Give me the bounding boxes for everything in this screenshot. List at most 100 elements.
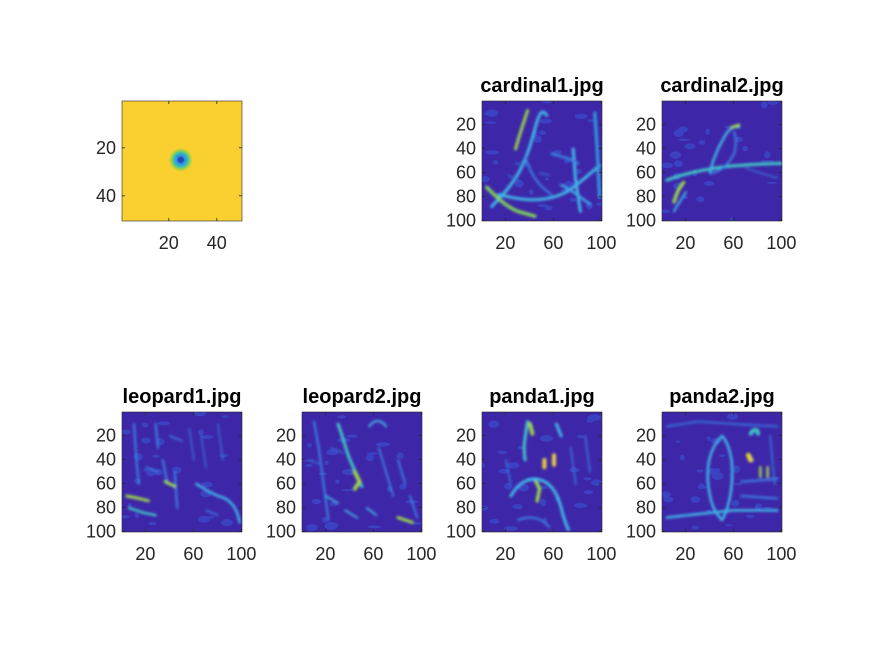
x-tick-label: 60 — [723, 544, 743, 564]
texture-blob — [675, 440, 681, 443]
x-tick-label: 60 — [363, 544, 383, 564]
y-tick-label: 60 — [636, 162, 656, 182]
texture — [122, 412, 233, 527]
y-tick-label: 60 — [96, 473, 116, 493]
texture-blob — [306, 524, 318, 531]
y-tick-label: 40 — [636, 449, 656, 469]
texture-blob — [157, 421, 170, 426]
texture-blob — [399, 483, 407, 490]
texture-blob — [731, 500, 740, 507]
edge-stroke — [368, 420, 388, 428]
y-tick-label: 100 — [86, 521, 116, 541]
subplot-title: panda2.jpg — [669, 386, 775, 408]
texture-blob — [726, 413, 739, 420]
edge-stroke — [542, 453, 557, 470]
y-tick-label: 100 — [626, 210, 656, 230]
texture-blob — [705, 128, 710, 135]
x-tick-label: 100 — [406, 544, 436, 564]
texture-blob — [528, 189, 534, 195]
edge-stroke — [730, 123, 741, 129]
edge-stroke — [154, 422, 179, 510]
x-tick-label: 60 — [543, 233, 563, 253]
edge-stroke — [127, 506, 157, 517]
texture-blob — [221, 519, 233, 527]
kernel-center — [177, 156, 184, 163]
texture-blob — [192, 412, 207, 417]
x-tick-label: 20 — [159, 233, 179, 253]
y-tick-label: 100 — [626, 521, 656, 541]
texture-blob — [587, 119, 595, 123]
edge-stroke — [759, 465, 769, 479]
texture-blob — [706, 436, 711, 441]
x-tick-label: 100 — [766, 544, 796, 564]
texture-blob — [696, 469, 704, 473]
edge-stroke — [188, 423, 224, 468]
edge-stroke — [507, 162, 550, 181]
texture-blob — [742, 146, 749, 152]
edge-stroke — [769, 435, 776, 485]
subplot-title: leopard2.jpg — [303, 386, 422, 408]
texture-blob — [732, 465, 741, 473]
image-area — [662, 412, 782, 532]
edge-stroke — [748, 428, 761, 436]
texture-blob — [305, 464, 313, 468]
edge-stroke — [745, 452, 754, 463]
subplot-title: cardinal1.jpg — [480, 75, 603, 97]
texture-blob — [324, 460, 329, 466]
texture-blob — [541, 101, 553, 104]
texture-blob — [735, 136, 743, 143]
y-tick-label: 80 — [456, 186, 476, 206]
y-tick-label: 100 — [446, 210, 476, 230]
texture-blob — [482, 505, 489, 511]
texture-blob — [172, 466, 182, 474]
texture-blob — [122, 429, 132, 435]
edge-stroke — [706, 434, 734, 522]
y-tick-label: 20 — [456, 114, 476, 134]
texture-blob — [483, 112, 497, 116]
image-area — [122, 412, 242, 532]
y-tick-label: 40 — [636, 138, 656, 158]
texture — [482, 414, 602, 532]
x-tick-label: 60 — [723, 233, 743, 253]
texture-blob — [497, 450, 507, 455]
x-tick-label: 20 — [675, 233, 695, 253]
texture-blob — [488, 420, 500, 428]
texture-blob — [591, 479, 602, 486]
edge-stroke — [145, 435, 219, 516]
edge-stroke — [396, 516, 414, 524]
texture-blob — [533, 135, 542, 143]
texture-blob — [514, 179, 524, 188]
y-tick-label: 20 — [96, 138, 116, 158]
edge-stroke — [312, 420, 330, 522]
edge-stroke — [505, 435, 591, 485]
texture-blob — [725, 524, 733, 527]
texture-blob — [506, 462, 520, 469]
x-tick-label: 100 — [586, 233, 616, 253]
y-tick-label: 40 — [276, 449, 296, 469]
subplot-title: panda1.jpg — [489, 386, 595, 408]
edge-stroke — [132, 422, 140, 486]
edge-stroke — [745, 167, 778, 179]
edge-stroke — [550, 152, 580, 165]
y-tick-label: 80 — [96, 497, 116, 517]
y-tick-label: 80 — [636, 497, 656, 517]
axes-box — [301, 411, 423, 533]
edge-stroke — [497, 164, 602, 202]
edge-stroke — [672, 180, 686, 204]
subplot-7: 20 60 100 20 40 60 80 100 panda2.jpg — [626, 386, 796, 564]
edge-stroke — [509, 477, 570, 532]
edge-strokes — [485, 109, 602, 218]
texture-blob — [329, 501, 338, 507]
texture-blob — [200, 434, 214, 439]
y-tick-label: 40 — [96, 449, 116, 469]
x-tick-label: 100 — [766, 233, 796, 253]
x-tick-label: 100 — [226, 544, 256, 564]
texture-blob — [583, 490, 594, 495]
x-tick-label: 40 — [207, 233, 227, 253]
subplot-title: cardinal2.jpg — [660, 75, 783, 97]
image-area — [302, 412, 422, 532]
texture-blob — [577, 434, 585, 439]
texture-blob — [538, 130, 546, 135]
texture-blob — [335, 479, 340, 484]
edge-stroke — [554, 422, 563, 438]
